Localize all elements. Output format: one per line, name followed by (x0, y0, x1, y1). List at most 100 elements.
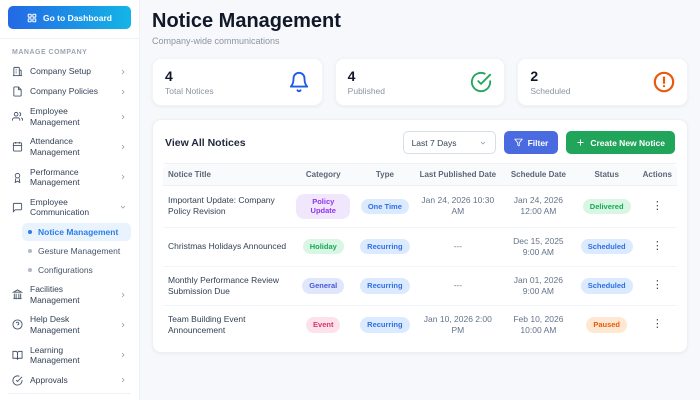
stat-value: 4 (165, 68, 173, 84)
row-actions-kebab-icon[interactable]: ⋮ (651, 279, 663, 292)
sidebar-item-label: Approvals (30, 374, 68, 385)
sidebar-item-company-setup[interactable]: Company Setup (8, 62, 131, 81)
bell-icon (288, 71, 310, 93)
page-title: Notice Management (152, 10, 341, 32)
check-circle-icon (470, 71, 492, 93)
stat-card-total-notices: 4 Total Notices (152, 58, 323, 106)
table-header-row: Notice Title Category Type Last Publishe… (163, 163, 677, 186)
sidebar-item-employee-management[interactable]: Employee Management (8, 102, 131, 131)
stat-card-published: 4 Published (334, 58, 506, 106)
award-icon (12, 172, 23, 183)
sidebar-item-label: Employee Communication (30, 196, 90, 218)
row-actions-kebab-icon[interactable]: ⋮ (651, 199, 663, 212)
category-badge: General (302, 278, 345, 294)
stat-cards: 4 Total Notices 4 Published 2 Scheduled (152, 58, 689, 106)
sidebar-item-label: Performance Management (30, 166, 80, 188)
row-actions-kebab-icon[interactable]: ⋮ (651, 318, 663, 331)
sidebar-item-label: Help Desk Management (30, 314, 80, 335)
chevron-right-icon (119, 376, 127, 384)
sidebar-item-company-policies[interactable]: Company Policies (8, 82, 131, 101)
sidebar-subitem-label: Configurations (38, 265, 93, 275)
sidebar: Go to Dashboard MANAGE COMPANY Company S… (0, 0, 140, 400)
table-row: Monthly Performance Review Submission Du… (163, 266, 677, 306)
status-badge: Scheduled (580, 278, 633, 294)
schedule-date: Jan 24, 2026 12:00 AM (501, 185, 576, 228)
status-badge: Delivered (582, 198, 631, 215)
sidebar-bottom-divider (8, 393, 131, 394)
last-published-date: Jan 10, 2026 2:00 PM (423, 313, 492, 335)
chevron-down-icon (119, 203, 127, 211)
sidebar-item-gesture-management[interactable]: Gesture Management (22, 242, 131, 260)
stat-label: Published (347, 86, 386, 96)
chevron-right-icon (119, 68, 127, 76)
notice-title: Christmas Holidays Announced (163, 227, 292, 267)
sidebar-item-attendance-management[interactable]: Attendance Management (8, 132, 131, 161)
column-header-notice-title: Notice Title (163, 163, 292, 186)
chevron-right-icon (119, 351, 127, 359)
go-to-dashboard-button[interactable]: Go to Dashboard (8, 6, 131, 29)
sidebar-subitem-label: Notice Management (38, 227, 119, 237)
sidebar-item-label: Company Policies (30, 86, 99, 97)
category-badge: Holiday (302, 239, 344, 255)
panel-header: View All Notices Last 7 Days Filter Crea… (163, 129, 677, 163)
notice-title: Team Building Event Announcement (168, 313, 246, 335)
help-circle-icon (12, 319, 23, 330)
status-badge: Scheduled (580, 239, 633, 255)
filter-button-label: Filter (527, 137, 549, 148)
sidebar-item-employee-communication[interactable]: Employee Communication (8, 193, 131, 222)
table-row: Team Building Event Announcement Event R… (163, 305, 677, 344)
main-content: Notice Management Company-wide communica… (140, 0, 700, 400)
type-badge: Recurring (360, 317, 410, 333)
chevron-right-icon (119, 113, 127, 121)
last-published-date: Jan 24, 2026 10:30 AM (414, 185, 502, 228)
schedule-date: Dec 15, 2025 9:00 AM (501, 227, 576, 267)
go-to-dashboard-label: Go to Dashboard (43, 12, 112, 23)
last-published-date: --- (414, 227, 502, 267)
column-header-schedule-date: Schedule Date (501, 163, 576, 186)
stat-value: 4 (347, 68, 356, 84)
chevron-down-icon (479, 139, 487, 147)
stat-label: Total Notices (165, 86, 214, 96)
dashboard-grid-icon (27, 13, 37, 23)
create-new-notice-label: Create New Notice (590, 137, 665, 148)
sidebar-item-approvals[interactable]: Approvals (8, 371, 131, 390)
table-row: Christmas Holidays Announced Holiday Rec… (163, 227, 677, 267)
alert-circle-icon (653, 71, 675, 93)
sidebar-section-label: MANAGE COMPANY (12, 49, 88, 56)
row-actions-kebab-icon[interactable]: ⋮ (651, 240, 663, 253)
funnel-icon (513, 138, 523, 147)
sidebar-item-notice-management[interactable]: Notice Management (22, 223, 131, 241)
sidebar-divider (0, 38, 139, 39)
sidebar-item-learning-management[interactable]: Learning Management (8, 341, 131, 370)
bullet-icon (28, 268, 32, 272)
create-new-notice-button[interactable]: Create New Notice (566, 131, 675, 154)
panel-title: View All Notices (165, 136, 246, 149)
sidebar-item-facilities-management[interactable]: Facilities Management (8, 280, 131, 309)
plus-icon (576, 138, 585, 147)
panel-controls: Last 7 Days Filter Create New Notice (402, 131, 675, 154)
stat-label: Scheduled (530, 86, 571, 96)
category-badge: Policy Update (296, 194, 351, 219)
date-range-value: Last 7 Days (411, 137, 457, 148)
filter-button[interactable]: Filter (503, 131, 559, 154)
type-badge: One Time (360, 198, 409, 215)
sidebar-item-label: Facilities Management (30, 284, 80, 305)
document-icon (12, 86, 23, 97)
sidebar-item-label: Attendance Management (30, 136, 80, 157)
category-badge: Event (306, 317, 341, 333)
notice-title: Important Update: Company Policy Revisio… (163, 185, 292, 228)
sidebar-item-configurations[interactable]: Configurations (22, 261, 131, 279)
schedule-date: Feb 10, 2026 10:00 AM (513, 313, 564, 335)
column-header-category: Category (291, 163, 356, 186)
bullet-icon (28, 249, 32, 253)
chevron-right-icon (119, 88, 127, 96)
column-header-actions: Actions (637, 163, 677, 186)
sidebar-item-help-desk-management[interactable]: Help Desk Management (8, 310, 131, 339)
bank-icon (12, 289, 23, 300)
table-row: Important Update: Company Policy Revisio… (163, 185, 677, 228)
date-range-select[interactable]: Last 7 Days (402, 131, 496, 154)
sidebar-item-label: Employee Management (30, 106, 80, 127)
check-circle-icon (12, 375, 23, 386)
sidebar-item-performance-management[interactable]: Performance Management (8, 163, 131, 192)
notices-table: Notice Title Category Type Last Publishe… (163, 163, 677, 344)
